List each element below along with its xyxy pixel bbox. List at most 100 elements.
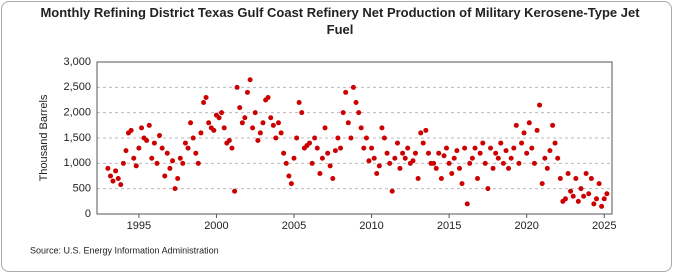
point	[599, 203, 605, 209]
point	[506, 165, 512, 171]
point	[379, 125, 385, 131]
point	[340, 110, 346, 116]
point	[175, 176, 181, 182]
point	[490, 165, 496, 171]
point	[469, 155, 475, 161]
point	[467, 160, 473, 166]
point	[170, 158, 176, 164]
point	[389, 188, 395, 194]
point	[511, 145, 517, 151]
point	[581, 193, 587, 199]
point	[547, 148, 553, 154]
point	[345, 120, 351, 126]
point	[394, 140, 400, 146]
point	[544, 165, 550, 171]
point	[314, 145, 320, 151]
y-axis-label: Thousand Barrels	[38, 94, 50, 181]
point	[531, 160, 537, 166]
point	[299, 110, 305, 116]
point	[139, 125, 145, 131]
point	[216, 115, 222, 121]
point	[420, 140, 426, 146]
point	[485, 186, 491, 192]
point	[464, 201, 470, 207]
point	[288, 181, 294, 187]
point	[521, 130, 527, 136]
point	[270, 122, 276, 128]
point	[513, 122, 519, 128]
frame	[1, 1, 672, 272]
point	[482, 160, 488, 166]
point	[436, 150, 442, 156]
point	[457, 165, 463, 171]
point	[519, 140, 525, 146]
point	[562, 196, 568, 202]
y-tick-label: 500	[73, 183, 91, 195]
point	[144, 138, 150, 144]
point	[110, 178, 116, 184]
point	[239, 120, 245, 126]
point	[151, 140, 157, 146]
point	[159, 145, 165, 151]
point	[356, 110, 362, 116]
point	[307, 140, 313, 146]
point	[219, 110, 225, 116]
point	[438, 176, 444, 182]
point	[503, 148, 509, 154]
point	[330, 176, 336, 182]
point	[172, 186, 178, 192]
point	[400, 150, 406, 156]
point	[237, 105, 243, 111]
point	[591, 201, 597, 207]
point	[443, 145, 449, 151]
point	[524, 150, 530, 156]
point	[327, 163, 333, 169]
point	[203, 94, 209, 100]
point	[286, 173, 292, 179]
point	[557, 176, 563, 182]
plot-border	[96, 61, 613, 215]
y-tick-label: 2,500	[63, 81, 91, 93]
point	[446, 160, 452, 166]
point	[296, 100, 302, 106]
point	[371, 155, 377, 161]
point	[405, 145, 411, 151]
point	[260, 120, 266, 126]
x-tick-label: 2025	[592, 220, 616, 232]
point	[128, 127, 134, 133]
point	[146, 122, 152, 128]
point	[244, 89, 250, 95]
point	[604, 191, 610, 197]
point	[500, 160, 506, 166]
point	[596, 181, 602, 187]
point	[190, 135, 196, 141]
point	[273, 135, 279, 141]
y-tick-label: 2,000	[63, 107, 91, 119]
point	[332, 148, 338, 154]
point	[115, 176, 121, 182]
point	[322, 125, 328, 131]
point	[431, 160, 437, 166]
point	[250, 125, 256, 131]
point	[348, 135, 354, 141]
point	[578, 186, 584, 192]
point	[167, 165, 173, 171]
y-tick-label: 3,000	[63, 56, 91, 68]
point	[358, 125, 364, 131]
point	[480, 140, 486, 146]
x-tick-label: 2020	[514, 220, 538, 232]
point	[221, 125, 227, 131]
x-tick-label: 1995	[127, 220, 151, 232]
x-tick-label: 2010	[359, 220, 383, 232]
point	[118, 182, 124, 188]
point	[353, 100, 359, 106]
point	[418, 130, 424, 136]
point	[325, 150, 331, 156]
point	[133, 163, 139, 169]
point	[475, 176, 481, 182]
point	[451, 155, 457, 161]
point	[105, 165, 111, 171]
point	[257, 130, 263, 136]
